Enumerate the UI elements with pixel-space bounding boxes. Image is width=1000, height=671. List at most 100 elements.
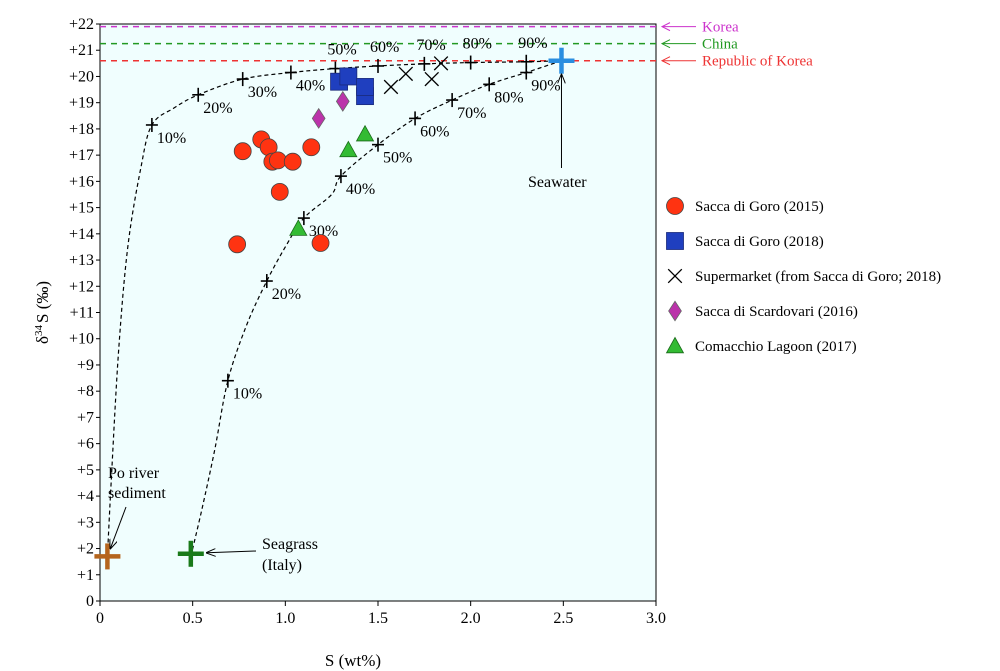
legend-item-1: Sacca di Goro (2018) <box>666 232 824 250</box>
data-point-s0-0 <box>228 235 247 254</box>
mixing-tick-0-2 <box>236 72 249 87</box>
data-point-s4-0 <box>289 219 308 236</box>
end-member-cross-1 <box>177 540 204 567</box>
legend-marker-0 <box>666 197 684 215</box>
reference-label-0: Korea <box>702 20 739 36</box>
y-tick-label: +3 <box>77 514 94 531</box>
end-member-cross-2 <box>548 47 575 74</box>
x-tick-label: 3.0 <box>646 610 666 627</box>
reference-arrowhead-1 <box>660 39 671 49</box>
legend-marker-2 <box>667 268 683 284</box>
mixing-tick-label-0-3: 40% <box>296 78 325 95</box>
mixing-tick-1-0 <box>221 373 234 388</box>
mixing-tick-label-1-7: 80% <box>494 89 523 106</box>
data-point-s3-1 <box>335 90 350 112</box>
legend-label-3: Sacca di Scardovari (2016) <box>695 304 858 320</box>
mixing-tick-0-1 <box>192 87 205 102</box>
data-point-s2-0 <box>383 79 399 95</box>
y-tick-label: +21 <box>69 42 94 59</box>
reference-label-2: Republic of Korea <box>702 54 813 70</box>
y-tick-label: +14 <box>69 226 94 243</box>
x-tick-label: 0 <box>96 610 104 627</box>
mixing-tick-label-1-3: 40% <box>346 181 375 198</box>
mixing-tick-label-0-6: 70% <box>416 37 445 54</box>
data-point-s2-3 <box>433 56 449 71</box>
y-tick-label: +8 <box>77 383 94 400</box>
legend-label-1: Sacca di Goro (2018) <box>695 234 824 250</box>
mixing-tick-1-2 <box>297 211 310 226</box>
y-tick-label: +7 <box>77 409 94 426</box>
mixing-tick-label-1-6: 70% <box>457 105 486 122</box>
end-member-arrow-1 <box>207 551 257 553</box>
y-tick-label: +1 <box>77 567 94 584</box>
data-point-s2-1-stroke-b <box>398 66 414 82</box>
legend-item-4: Comacchio Lagoon (2017) <box>665 336 857 355</box>
y-tick-label: +13 <box>69 252 94 269</box>
y-tick-label: +20 <box>69 68 94 85</box>
mixing-tick-1-1 <box>260 274 273 289</box>
mixing-tick-1-4 <box>372 137 384 152</box>
mixing-tick-label-1-1: 20% <box>272 286 301 303</box>
mixing-tick-label-0-8: 90% <box>518 35 547 52</box>
y-tick-label: +10 <box>69 331 94 348</box>
y-axis-label-rest: S (‰) <box>33 281 52 323</box>
x-tick-label: 0.5 <box>183 610 203 627</box>
end-member-label-2: Seawater <box>528 174 587 191</box>
legend-marker-4 <box>665 336 685 354</box>
data-point-s1-1 <box>339 67 358 86</box>
legend-label-2: Supermarket (from Sacca di Goro; 2018) <box>695 269 941 285</box>
y-tick-label: +16 <box>69 173 94 190</box>
mixing-curve-1 <box>190 60 562 557</box>
end-member-label-0a: Po river <box>108 465 160 482</box>
reference-label-1: China <box>702 37 738 53</box>
mixing-tick-0-0 <box>145 117 158 132</box>
mixing-tick-label-0-7: 80% <box>463 36 492 53</box>
y-tick-label: +6 <box>77 436 94 453</box>
end-member-label-1b: (Italy) <box>262 557 302 574</box>
legend-label-4: Comacchio Lagoon (2017) <box>695 339 857 355</box>
mixing-tick-label-1-4: 50% <box>383 150 412 167</box>
y-tick-label: +5 <box>77 462 94 479</box>
mixing-tick-label-0-5: 60% <box>370 39 399 56</box>
x-tick-label: 1.5 <box>368 610 388 627</box>
y-tick-label: 0 <box>86 593 94 610</box>
y-tick-label: +12 <box>69 278 94 295</box>
reference-arrowhead-2 <box>660 56 671 66</box>
y-axis-label: δ34 S (‰) <box>33 281 52 344</box>
data-point-s4-2 <box>355 124 375 142</box>
reference-arrowhead-0 <box>660 22 671 32</box>
legend-item-2: Supermarket (from Sacca di Goro; 2018) <box>667 268 941 285</box>
end-member-label-1a: Seagrass <box>262 536 318 553</box>
y-axis-label-sup: 34 <box>33 325 45 337</box>
x-axis-label: S (wt%) <box>325 651 381 670</box>
data-point-s3-0 <box>311 107 326 129</box>
mixing-tick-label-0-0: 10% <box>157 130 186 147</box>
mixing-tick-label-0-4: 50% <box>327 42 356 59</box>
y-tick-label: +17 <box>69 147 94 164</box>
x-tick-label: 1.0 <box>275 610 295 627</box>
y-tick-label: +9 <box>77 357 94 374</box>
y-tick-label: +18 <box>69 121 94 138</box>
mixing-tick-0-6 <box>418 56 431 71</box>
legend-item-3: Sacca di Scardovari (2016) <box>668 300 858 322</box>
y-tick-label: +4 <box>77 488 94 505</box>
legend-marker-3 <box>668 300 682 322</box>
data-point-s1-3 <box>356 78 374 96</box>
y-tick-label: +2 <box>77 541 94 558</box>
mixing-tick-1-8 <box>520 65 533 80</box>
end-member-arrow-0 <box>110 506 127 548</box>
data-point-s0-5 <box>269 151 287 170</box>
data-point-s4-1 <box>339 140 358 158</box>
y-tick-label: +19 <box>69 95 94 112</box>
mixing-tick-1-5 <box>409 111 422 126</box>
mixing-tick-1-7 <box>483 77 496 92</box>
data-point-s2-2 <box>424 71 440 87</box>
data-point-s0-8 <box>302 138 321 157</box>
legend-marker-1 <box>666 232 684 250</box>
data-point-s0-9 <box>311 234 330 252</box>
legend-marker-2-stroke-b <box>667 268 683 284</box>
y-tick-label: +11 <box>70 305 94 322</box>
plot-area <box>99 23 657 602</box>
data-point-s0-7 <box>283 152 302 171</box>
